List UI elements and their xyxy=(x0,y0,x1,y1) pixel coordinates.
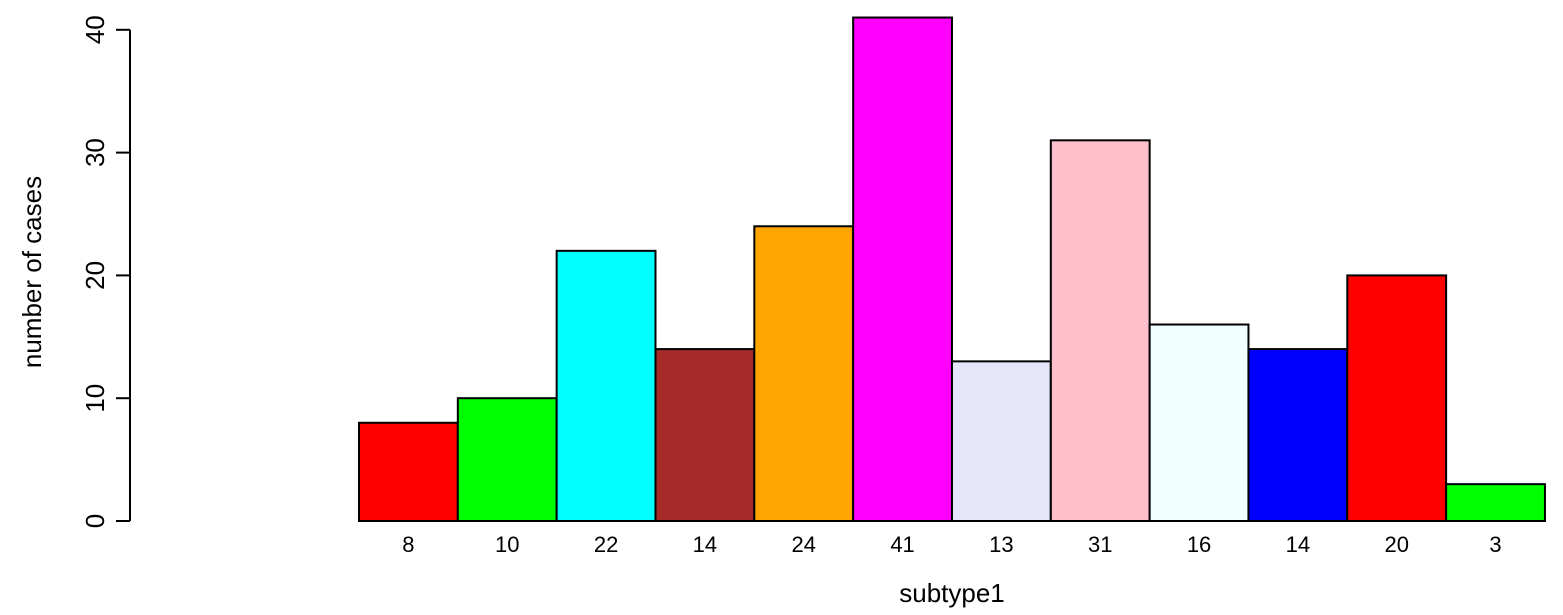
x-tick-label: 3 xyxy=(1489,532,1501,557)
bar xyxy=(654,348,756,522)
x-tick-label: 16 xyxy=(1187,532,1211,557)
bar xyxy=(555,249,657,522)
bar xyxy=(852,16,953,523)
y-tick-label: 0 xyxy=(80,514,110,528)
x-tick-label: 14 xyxy=(693,532,717,557)
x-tick-label: 14 xyxy=(1286,532,1310,557)
x-tick-label: 8 xyxy=(402,532,414,557)
x-tick-label: 13 xyxy=(989,532,1013,557)
y-tick-label: 40 xyxy=(80,15,110,44)
x-tick-label: 31 xyxy=(1088,532,1112,557)
x-axis-title: subtype1 xyxy=(899,578,1005,608)
x-tick-label: 22 xyxy=(594,532,618,557)
bar xyxy=(1247,348,1349,522)
bar xyxy=(1445,483,1546,523)
bar xyxy=(456,397,558,523)
x-tick-labels: 8 10 22 14 24 41 13 31 16 14 20 3 xyxy=(402,532,1501,557)
y-axis: 0 10 20 30 40 xyxy=(80,15,131,528)
x-tick-label: 24 xyxy=(791,532,815,557)
y-tick-label: 20 xyxy=(80,261,110,290)
y-tick-label: 10 xyxy=(80,384,110,413)
x-tick-label: 41 xyxy=(890,532,914,557)
y-tick-label: 30 xyxy=(80,138,110,167)
bar xyxy=(1049,139,1151,522)
x-tick-label: 20 xyxy=(1384,532,1408,557)
y-axis-title: number of cases xyxy=(17,176,47,368)
bar xyxy=(950,360,1052,522)
bar xyxy=(1148,323,1250,522)
x-tick-label: 10 xyxy=(495,532,519,557)
bar xyxy=(753,225,855,522)
bars xyxy=(358,16,1546,523)
bar xyxy=(358,421,459,523)
bar xyxy=(1346,274,1448,522)
